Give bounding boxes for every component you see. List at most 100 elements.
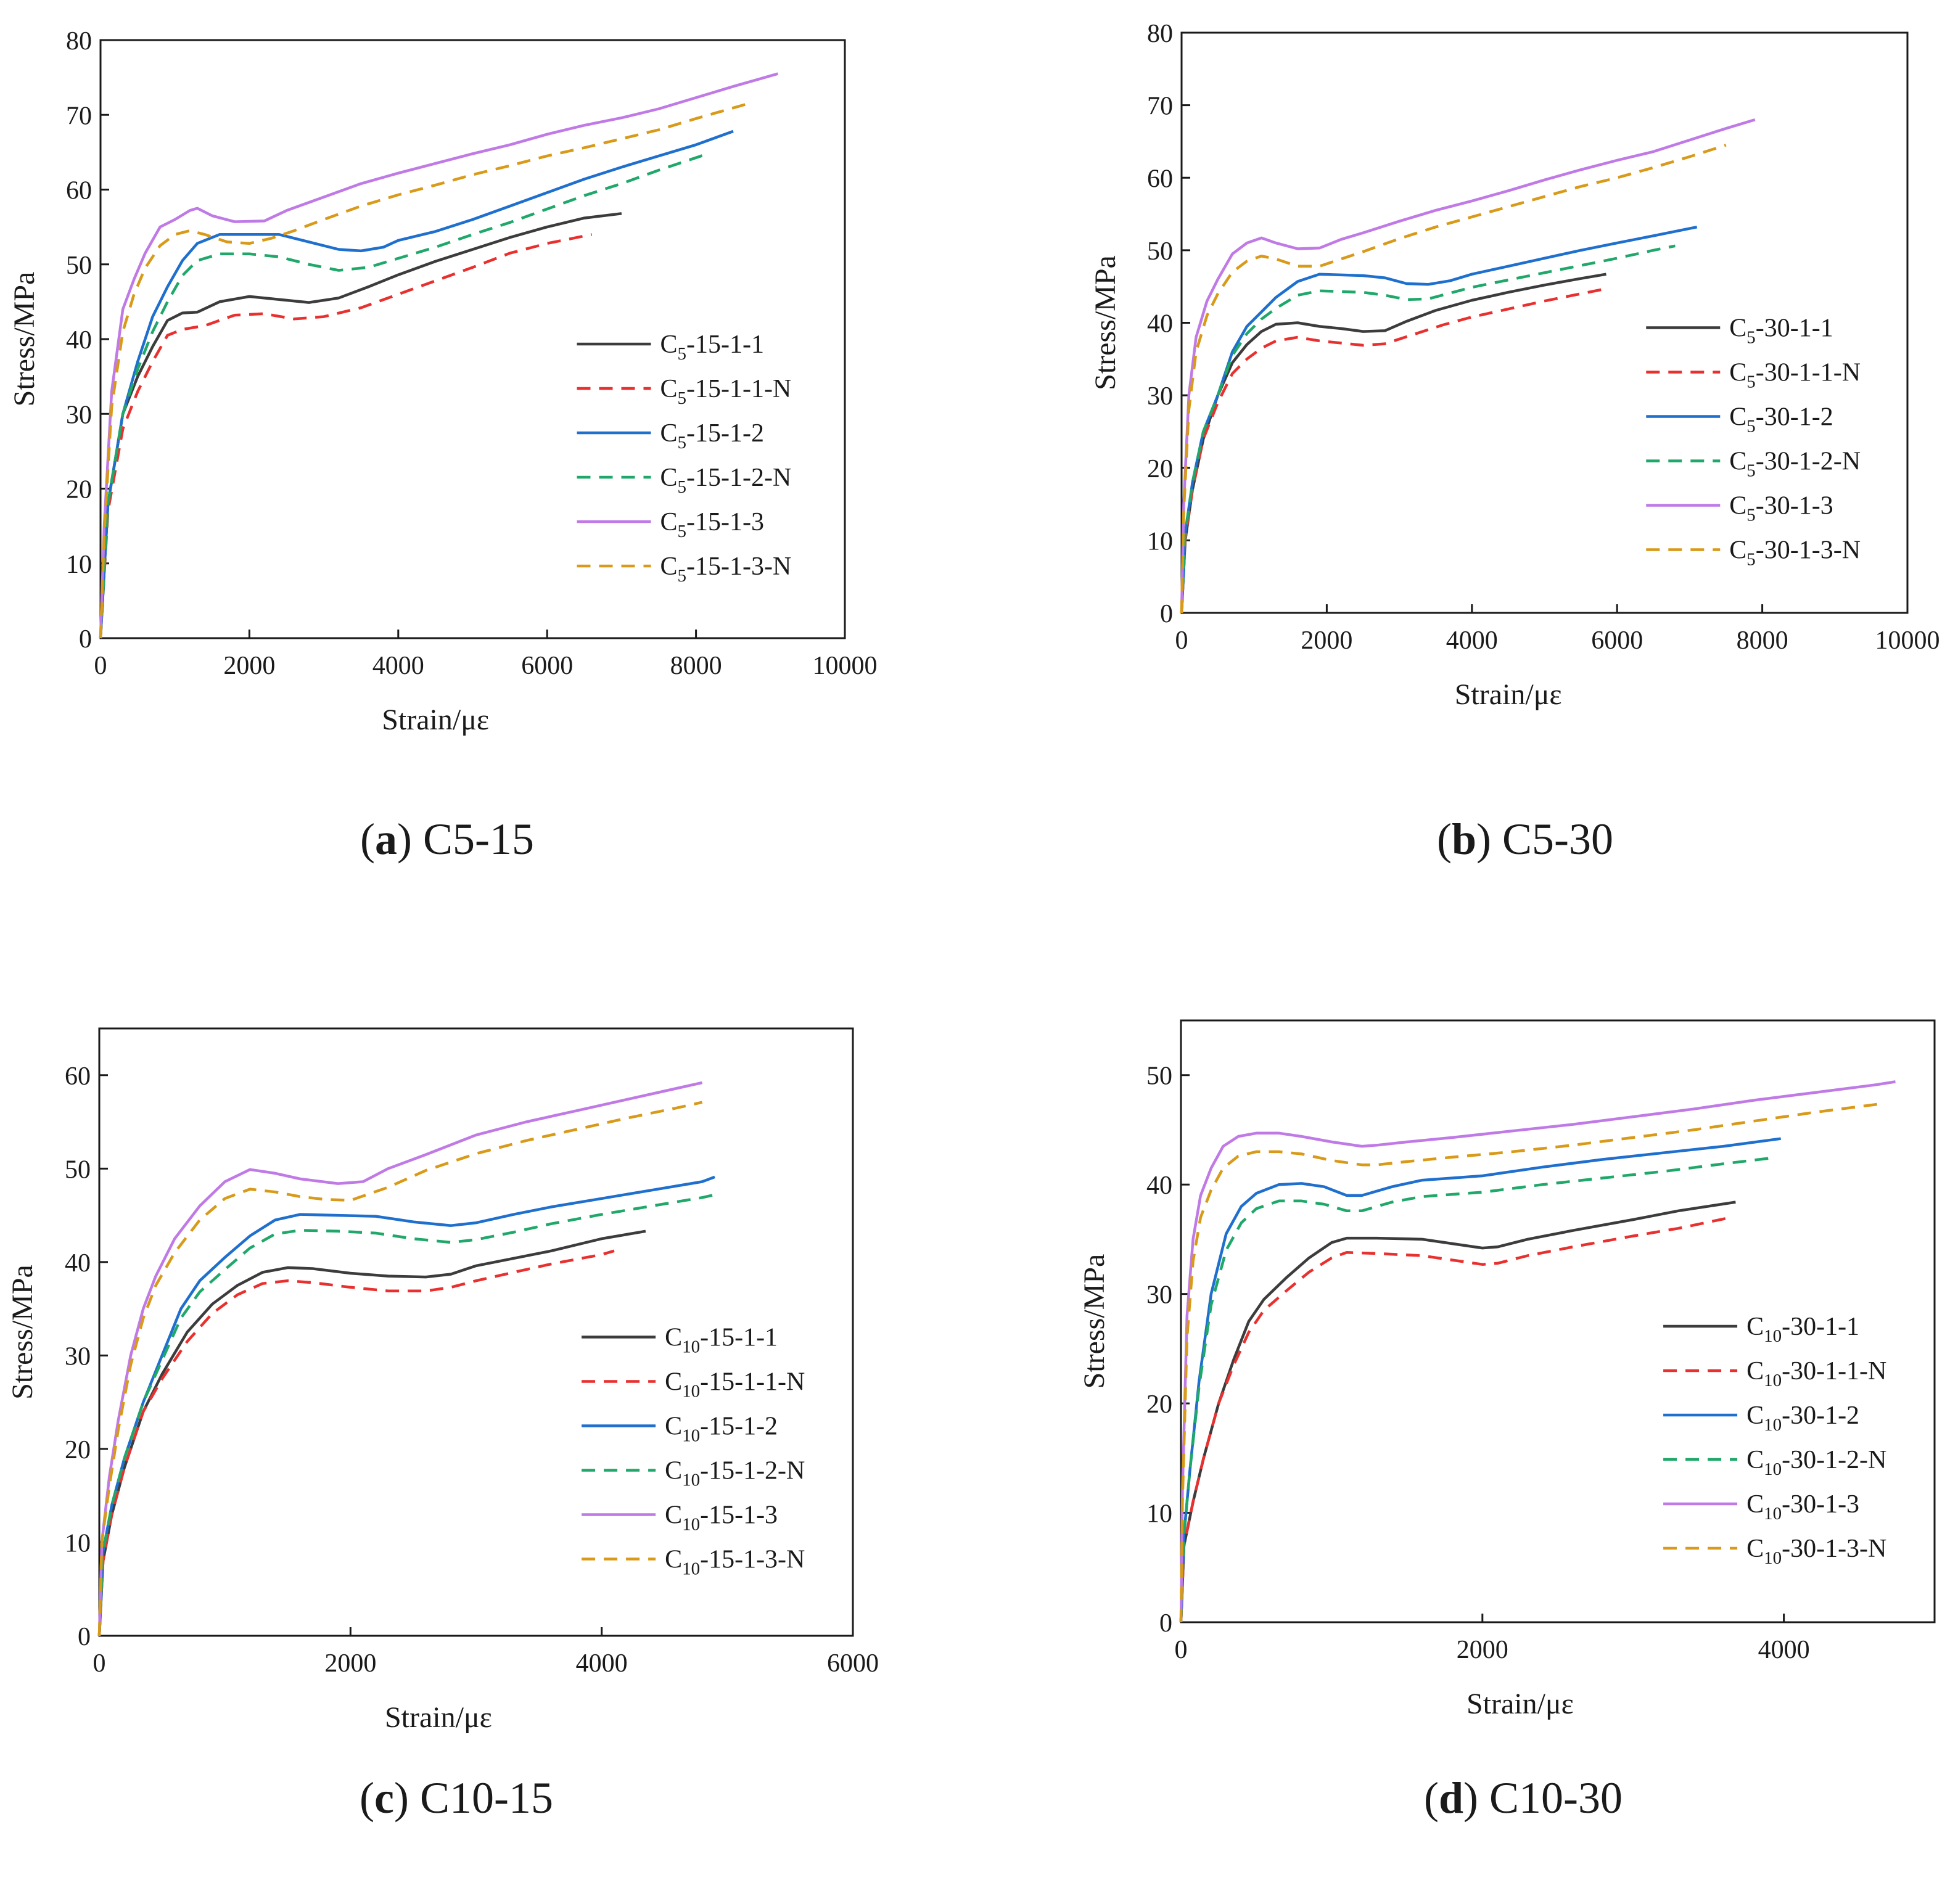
series-line-10-30-1-2	[1179, 1137, 1781, 1623]
legend-label-subscript: 5	[1746, 461, 1756, 481]
x-tick-label: 2000	[223, 652, 275, 680]
y-tick-label: 30	[1147, 382, 1173, 411]
legend-label-prefix: C	[660, 508, 677, 536]
legend-label: C10-15-1-2	[665, 1413, 778, 1446]
legend-label: C10-30-1-1	[1746, 1313, 1859, 1346]
legend-label-subscript: 10	[1764, 1504, 1782, 1524]
x-tick-label: 2000	[1301, 626, 1352, 655]
legend-label-prefix: C	[1729, 448, 1746, 476]
y-tick-label: 30	[1146, 1281, 1172, 1310]
legend-label-suffix: -15-1-1-N	[686, 375, 791, 403]
caption-paren: (	[360, 815, 375, 864]
legend-item: C5-30-1-1-N	[1646, 359, 1861, 392]
legend-item: C10-15-1-1-N	[582, 1368, 805, 1401]
legend-item: C5-15-1-2	[577, 419, 764, 453]
series-line-10-15-1-2	[97, 1175, 715, 1636]
legend-label-prefix: C	[1729, 492, 1746, 520]
legend-label-subscript: 10	[682, 1559, 700, 1579]
legend-label-subscript: 5	[677, 477, 686, 497]
legend-label-prefix: C	[660, 375, 677, 403]
legend-label-subscript: 5	[1746, 328, 1756, 348]
legend-label-suffix: -15-1-3-N	[686, 552, 791, 581]
x-tick-label: 0	[93, 1649, 106, 1678]
legend-item: C10-30-1-1-N	[1663, 1357, 1886, 1390]
y-tick-label: 40	[1146, 1172, 1172, 1200]
legend-label-subscript: 10	[682, 1426, 700, 1446]
y-axis-label: Stress/MPa	[1089, 255, 1122, 390]
series-line-5-15-1-2-n	[99, 154, 704, 639]
legend-item: C10-15-1-2-N	[582, 1457, 805, 1490]
y-tick-label: 20	[66, 476, 92, 504]
legend-item: C10-30-1-3-N	[1663, 1535, 1886, 1568]
legend-label-suffix: -15-1-3-N	[700, 1546, 805, 1574]
legend-label-subscript: 10	[1764, 1326, 1782, 1346]
chart-panel-c: 0 2000 4000 6000 0 10 20 30 40 50 60 Strain/με Stres…	[6, 1027, 879, 1823]
x-tick-label: 0	[1175, 1636, 1188, 1664]
legend-item: C5-15-1-2-N	[577, 464, 791, 497]
y-tick-label: 50	[1146, 1062, 1172, 1091]
legend-label: C5-30-1-3-N	[1729, 536, 1861, 570]
y-tick-label: 40	[65, 1249, 91, 1278]
series-line-10-30-1-1-n	[1179, 1216, 1732, 1623]
legend-item: C5-15-1-1	[577, 330, 764, 364]
legend-label: C10-15-1-3	[665, 1501, 778, 1535]
x-axis-label: Strain/με	[1466, 1688, 1574, 1720]
caption-paren: )	[1463, 1773, 1478, 1823]
legend-label-subscript: 5	[1746, 417, 1756, 437]
legend-label-suffix: -15-1-1	[686, 330, 764, 359]
legend-label-suffix: -15-1-1-N	[700, 1368, 805, 1397]
x-tick-label: 4000	[1446, 626, 1498, 655]
legend-label-prefix: C	[665, 1368, 682, 1397]
caption-letter: a	[375, 815, 397, 864]
legend-label-subscript: 5	[677, 566, 686, 586]
x-tick-label: 4000	[372, 652, 424, 680]
legend-item: C5-15-1-1-N	[577, 375, 791, 408]
legend-label-prefix: C	[1729, 403, 1746, 432]
y-tick-label: 80	[1147, 20, 1173, 48]
caption-paren: (	[1437, 815, 1452, 864]
caption-paren: (	[360, 1773, 374, 1823]
y-tick-label: 30	[65, 1342, 91, 1371]
y-axis-label: Stress/MPa	[6, 1265, 39, 1400]
legend-label: C5-30-1-2	[1729, 403, 1833, 437]
series-line-10-30-1-2-n	[1179, 1157, 1769, 1623]
legend-label-prefix: C	[1729, 314, 1746, 343]
legend-label-suffix: -15-1-3	[686, 508, 764, 536]
x-axis-label: Strain/με	[382, 704, 489, 736]
caption-text: C10-30	[1478, 1773, 1623, 1823]
y-tick-label: 0	[78, 1623, 91, 1651]
y-tick-label: 50	[66, 252, 92, 280]
y-tick-label: 10	[1146, 1500, 1172, 1529]
legend-item: C5-30-1-3	[1646, 492, 1833, 525]
chart-panel-a: 0 2000 4000 6000 8000 10000 0 10 20 30 40 50 60 70 80 S…	[8, 27, 878, 864]
legend-label-subscript: 10	[682, 1515, 700, 1535]
legend-label-subscript: 10	[1764, 1459, 1782, 1479]
x-tick-label: 2000	[324, 1649, 376, 1678]
legend-item: C10-15-1-3-N	[582, 1546, 805, 1579]
y-tick-label: 10	[66, 551, 92, 579]
series-line-5-15-1-2	[99, 129, 734, 639]
legend-label-prefix: C	[1746, 1313, 1764, 1341]
legend-label: C5-15-1-1-N	[660, 375, 791, 408]
legend-label-suffix: -30-1-1	[1782, 1313, 1859, 1341]
legend-label: C10-30-1-3	[1746, 1490, 1859, 1524]
series-line-5-30-1-1-n	[1180, 288, 1603, 613]
y-tick-label: 80	[66, 27, 92, 55]
caption-paren: (	[1424, 1773, 1439, 1823]
legend-label-suffix: -15-1-2	[686, 419, 764, 448]
x-tick-label: 8000	[670, 652, 722, 680]
x-tick-label: 4000	[1758, 1636, 1810, 1664]
legend-label-suffix: -30-1-3	[1756, 492, 1833, 520]
legend-label-subscript: 5	[677, 344, 686, 364]
legend-label-prefix: C	[665, 1501, 682, 1530]
legend-label-subscript: 5	[677, 522, 686, 541]
legend-label-prefix: C	[1746, 1535, 1764, 1563]
legend-label-prefix: C	[1729, 536, 1746, 565]
caption-letter: d	[1439, 1773, 1463, 1823]
legend-label-prefix: C	[660, 330, 677, 359]
series-line-5-15-1-3	[99, 72, 779, 639]
y-tick-label: 0	[1159, 1609, 1172, 1638]
legend-label-suffix: -15-1-3	[700, 1501, 778, 1530]
series-line-10-15-1-1	[97, 1229, 646, 1636]
legend-item: C10-30-1-1	[1663, 1313, 1859, 1346]
